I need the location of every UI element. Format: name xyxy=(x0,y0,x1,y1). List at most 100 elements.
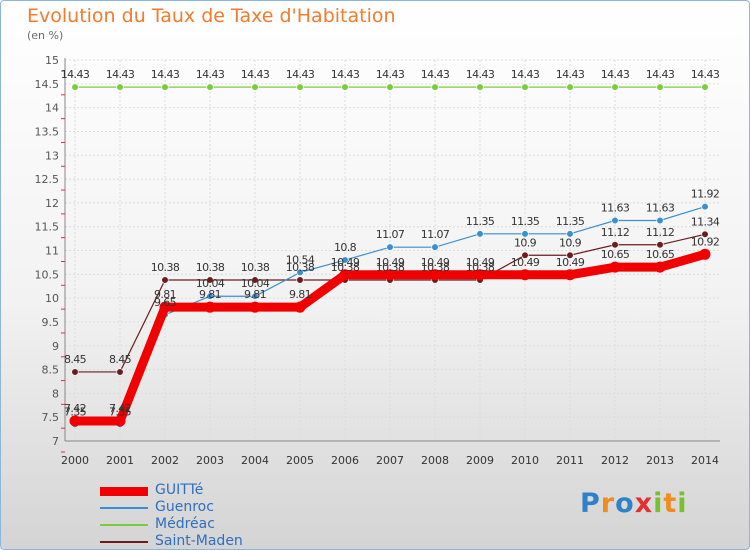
data-point-m-dr-ac xyxy=(71,83,79,91)
y-tick-label: 15 xyxy=(45,54,59,67)
data-label-m-dr-ac: 14.43 xyxy=(421,68,450,81)
data-point-saint-maden xyxy=(206,276,214,284)
data-label-saint-maden: 10.38 xyxy=(241,261,270,274)
data-label-m-dr-ac: 14.43 xyxy=(601,68,630,81)
y-tick-label: 7 xyxy=(52,435,59,448)
x-tick-label: 2011 xyxy=(556,454,584,467)
data-point-guitt- xyxy=(114,415,126,427)
data-point-m-dr-ac xyxy=(431,83,439,91)
legend-item-m-dr-ac: Médréac xyxy=(100,516,300,533)
data-point-guenroc xyxy=(566,230,574,238)
data-label-guenroc: 11.35 xyxy=(511,215,540,228)
legend-label: Guenroc xyxy=(155,499,214,515)
data-point-saint-maden xyxy=(251,276,259,284)
data-point-saint-maden xyxy=(611,241,619,249)
data-point-m-dr-ac xyxy=(476,83,484,91)
data-label-saint-maden: 10.9 xyxy=(559,236,582,249)
logo-letter: i xyxy=(653,488,664,519)
data-label-guenroc: 7.35 xyxy=(64,405,87,418)
data-point-saint-maden xyxy=(656,241,664,249)
x-tick-label: 2005 xyxy=(286,454,314,467)
x-tick-label: 2014 xyxy=(691,454,719,467)
data-label-m-dr-ac: 14.43 xyxy=(556,68,585,81)
data-label-saint-maden: 10.38 xyxy=(286,261,315,274)
y-tick-label: 11.5 xyxy=(35,221,60,234)
data-label-guitt-: 10.92 xyxy=(691,235,720,248)
data-label-m-dr-ac: 14.43 xyxy=(241,68,270,81)
data-point-guitt- xyxy=(429,269,441,281)
legend-label: GUITTé xyxy=(155,482,204,498)
x-tick-label: 2002 xyxy=(151,454,179,467)
data-point-m-dr-ac xyxy=(206,83,214,91)
proxiti-logo: Proxiti xyxy=(580,488,688,519)
data-point-saint-maden xyxy=(566,251,574,259)
logo-letter: x xyxy=(634,488,654,519)
y-tick-label: 10 xyxy=(45,292,59,305)
data-point-m-dr-ac xyxy=(611,83,619,91)
data-point-guenroc xyxy=(206,292,214,300)
data-label-guitt-: 10.49 xyxy=(331,256,360,269)
data-label-saint-maden: 10.38 xyxy=(331,261,360,274)
data-label-saint-maden: 11.12 xyxy=(601,226,630,239)
data-label-guitt-: 9.81 xyxy=(244,288,266,301)
data-label-saint-maden: 10.38 xyxy=(196,261,225,274)
data-point-guitt- xyxy=(609,261,621,273)
data-label-saint-maden: 8.45 xyxy=(109,353,132,366)
line-chart: 7 7.5 8 8.5 9 9.5 10 10.5 11 11.5 12 12.5 13 13.5 14 14… xyxy=(35,54,721,467)
data-label-saint-maden: 11.12 xyxy=(646,226,675,239)
data-point-guenroc xyxy=(296,268,304,277)
data-label-saint-maden: 10.9 xyxy=(514,236,537,249)
data-label-guitt-: 10.49 xyxy=(376,256,405,269)
chart-unit-label: (en %) xyxy=(27,29,64,42)
data-point-m-dr-ac xyxy=(566,83,574,91)
y-tick-label: 11 xyxy=(45,245,59,258)
data-point-saint-maden xyxy=(116,368,124,376)
data-label-m-dr-ac: 14.43 xyxy=(196,68,225,81)
data-label-saint-maden: 10.38 xyxy=(421,261,450,274)
legend-item-saint-maden: Saint-Maden xyxy=(100,533,300,550)
data-label-guitt-: 10.49 xyxy=(556,256,585,269)
data-label-saint-maden: 10.38 xyxy=(466,261,495,274)
legend-label: Médréac xyxy=(155,516,215,532)
data-point-guitt- xyxy=(384,269,396,281)
y-tick-label: 13 xyxy=(45,149,59,162)
y-tick-label: 14.5 xyxy=(35,78,60,91)
legend-item-guitt-: GUITTé xyxy=(100,482,300,499)
data-label-m-dr-ac: 14.43 xyxy=(691,68,720,81)
data-label-guenroc: 10.54 xyxy=(286,253,315,266)
data-label-guitt-: 9.81 xyxy=(199,288,221,301)
data-label-m-dr-ac: 14.43 xyxy=(376,68,405,81)
data-label-guitt-: 10.49 xyxy=(421,256,450,269)
data-point-m-dr-ac xyxy=(656,83,664,91)
data-point-m-dr-ac xyxy=(386,83,394,91)
chart-title: Evolution du Taux de Taxe d'Habitation xyxy=(27,5,396,27)
logo-letter: o xyxy=(615,488,635,519)
data-point-guitt- xyxy=(654,261,666,273)
data-label-saint-maden: 8.45 xyxy=(64,353,87,366)
data-label-guenroc: 11.07 xyxy=(421,228,450,241)
legend-swatch xyxy=(100,541,148,543)
data-label-m-dr-ac: 14.43 xyxy=(646,68,675,81)
y-tick-label: 8.5 xyxy=(42,364,60,377)
y-tick-label: 14 xyxy=(45,102,59,115)
data-label-saint-maden: 10.38 xyxy=(151,261,180,274)
logo-letter: P xyxy=(580,488,601,519)
y-tick-label: 12 xyxy=(45,197,59,210)
data-point-guenroc xyxy=(386,243,394,251)
y-tick-label: 9.5 xyxy=(42,316,60,329)
data-label-guitt-: 9.81 xyxy=(154,288,176,301)
data-point-guitt- xyxy=(204,301,216,313)
chart-legend: GUITTé Guenroc Médréac Saint-Maden xyxy=(100,482,300,550)
data-label-guenroc: 11.35 xyxy=(466,215,495,228)
data-point-saint-maden xyxy=(701,230,709,238)
data-label-guenroc: 7.35 xyxy=(109,405,132,418)
data-point-guenroc xyxy=(611,216,619,225)
y-tick-label: 8 xyxy=(52,387,59,400)
data-point-saint-maden xyxy=(521,251,529,259)
data-point-saint-maden xyxy=(296,276,304,284)
data-label-guenroc: 11.35 xyxy=(556,215,585,228)
legend-swatch xyxy=(100,507,148,509)
data-point-m-dr-ac xyxy=(341,83,349,91)
x-tick-label: 2013 xyxy=(646,454,674,467)
logo-letter: r xyxy=(600,488,616,519)
